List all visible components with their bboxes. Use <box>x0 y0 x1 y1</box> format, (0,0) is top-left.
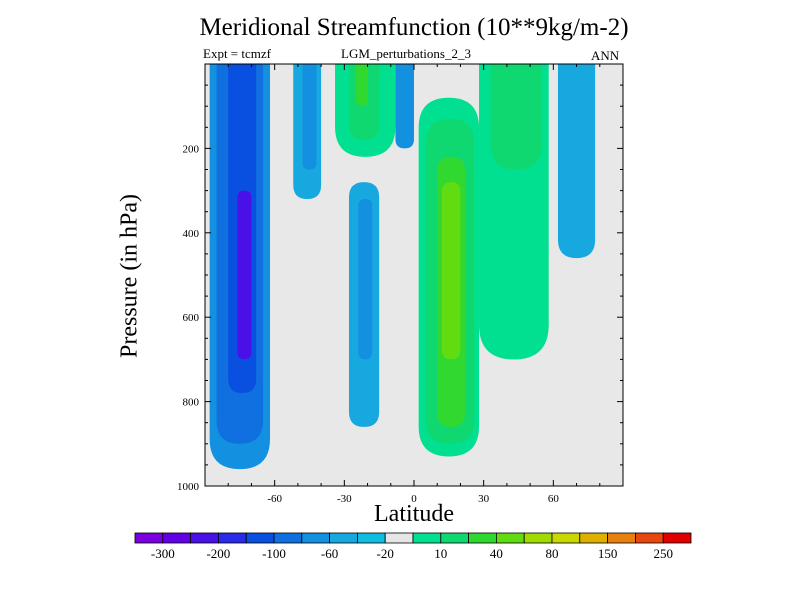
contour-region-15 <box>441 182 461 360</box>
colorbar-swatch-2 <box>190 532 219 544</box>
x-tick-label--60: -60 <box>267 493 282 505</box>
colorbar-swatch-4 <box>245 532 275 544</box>
colorbar-label-3: -60 <box>321 546 338 561</box>
colorbar-swatch-9 <box>384 532 414 544</box>
colorbar-swatch-14 <box>523 532 553 544</box>
chart-title: Meridional Streamfunction (10**9kg/m-2) <box>199 14 629 41</box>
contour-region-11 <box>355 64 368 107</box>
contour-fills <box>209 64 596 470</box>
colorbar-label-1: -200 <box>206 546 230 561</box>
season-label: ANN <box>591 48 620 63</box>
x-tick-label--30: -30 <box>337 493 352 505</box>
colorbar-swatch-18 <box>635 532 664 544</box>
colorbar-swatch-1 <box>162 532 192 544</box>
colorbar-swatch-5 <box>273 532 303 544</box>
colorbar-label-7: 80 <box>546 546 559 561</box>
colorbar-swatch-6 <box>301 532 330 544</box>
contour-region-18 <box>557 64 596 259</box>
colorbar-swatch-15 <box>551 532 581 544</box>
contour-region-17 <box>490 64 542 170</box>
colorbar-swatch-0 <box>134 532 164 544</box>
colorbar-swatch-13 <box>495 532 525 544</box>
colorbar-label-6: 40 <box>490 546 503 561</box>
colorbar-label-9: 250 <box>653 546 673 561</box>
colorbar-swatch-8 <box>356 532 386 544</box>
x-tick-label-0: 0 <box>411 493 417 505</box>
colorbar-swatch-3 <box>217 532 247 544</box>
y-tick-label-200: 200 <box>183 143 200 155</box>
contour-region-5 <box>302 64 317 170</box>
colorbar-swatch-19 <box>662 532 692 544</box>
y-tick-label-1000: 1000 <box>177 481 200 493</box>
x-tick-label-60: 60 <box>548 493 560 505</box>
contour-region-3 <box>237 190 252 360</box>
colorbar-swatch-10 <box>412 532 442 544</box>
colorbar-swatch-12 <box>468 532 497 544</box>
colorbar-label-2: -100 <box>262 546 286 561</box>
colorbar-label-5: 10 <box>434 546 447 561</box>
colorbar-swatch-11 <box>440 532 469 544</box>
dataset-label: LGM_perturbations_2_3 <box>341 46 471 61</box>
colorbar-swatch-16 <box>579 532 608 544</box>
y-tick-label-800: 800 <box>183 397 200 409</box>
colorbar-swatch-7 <box>329 532 358 544</box>
x-tick-label-30: 30 <box>478 493 490 505</box>
experiment-label: Expt = tcmzf <box>203 46 271 61</box>
colorbar-swatch-17 <box>607 532 636 544</box>
contour-region-7 <box>358 199 373 360</box>
contour-region-8 <box>395 64 414 149</box>
x-axis-label: Latitude <box>374 501 454 527</box>
y-tick-label-600: 600 <box>183 312 200 324</box>
y-tick-label-400: 400 <box>183 228 200 240</box>
colorbar-label-4: -20 <box>377 546 394 561</box>
colorbar-label-0: -300 <box>151 546 175 561</box>
colorbar-label-8: 150 <box>598 546 618 561</box>
